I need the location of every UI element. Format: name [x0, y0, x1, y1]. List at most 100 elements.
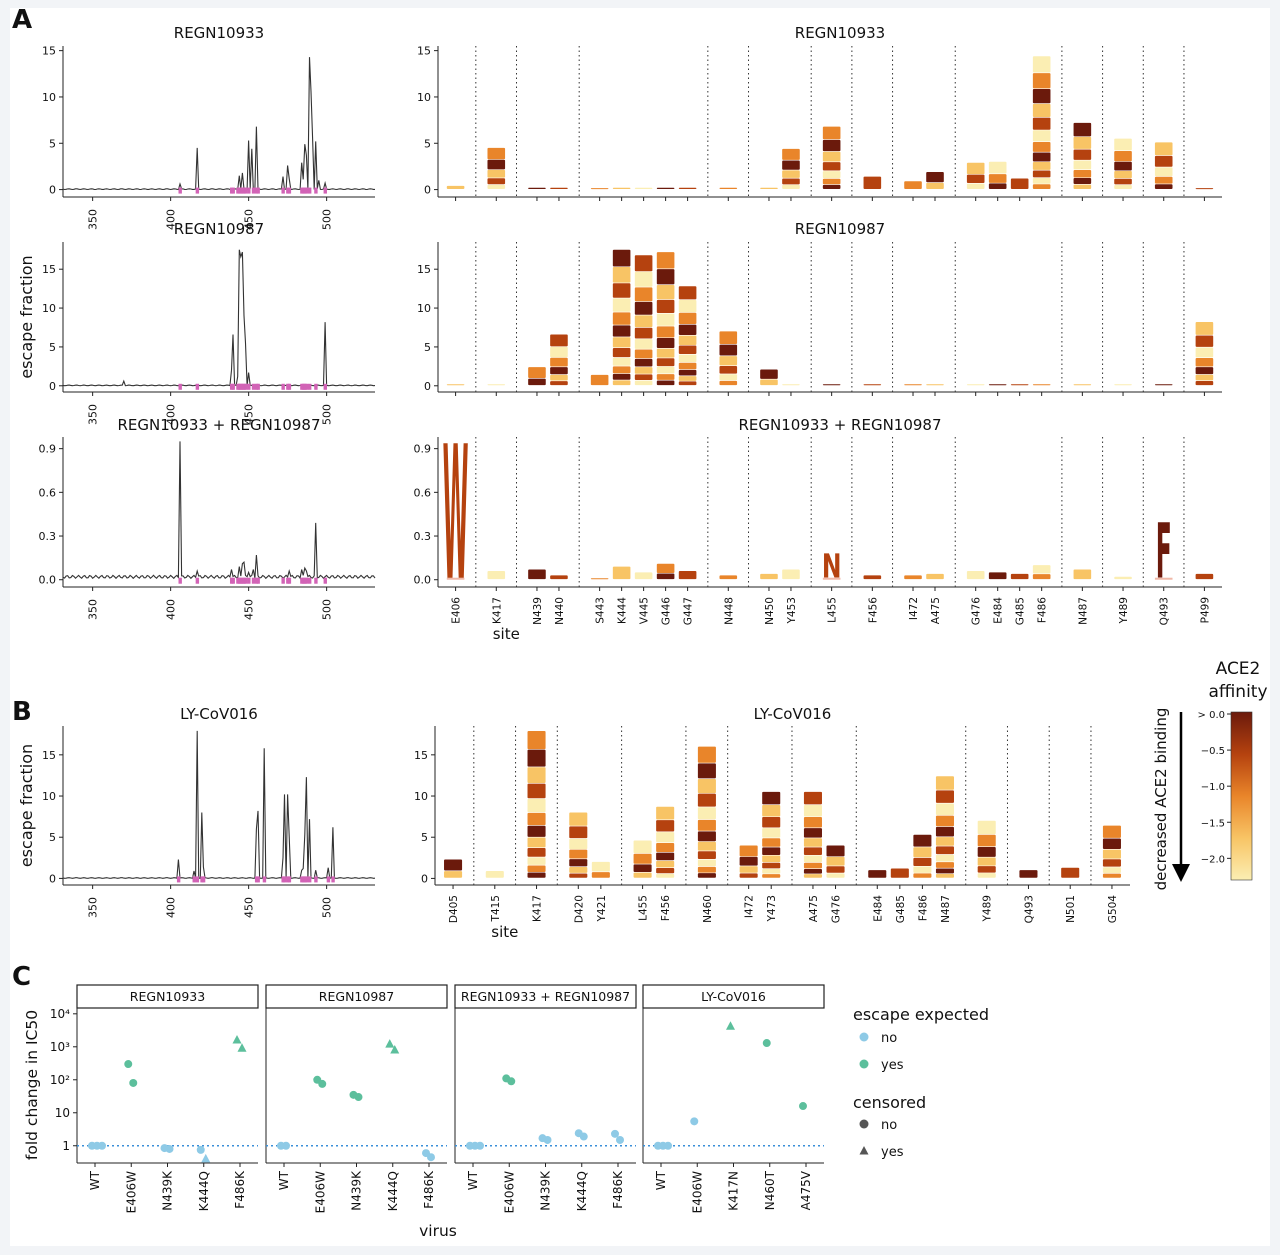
logo-letter: [697, 841, 716, 851]
facet-strip: [642, 984, 825, 1009]
x-tick-label: WT: [88, 1170, 102, 1190]
logo-letter: [656, 806, 675, 820]
logo-letter: [762, 847, 781, 855]
y-tick-label: 10: [42, 302, 56, 315]
logo-letter: [913, 834, 932, 847]
logo-letter: [1195, 573, 1214, 580]
logo-letter-stack: [634, 255, 653, 386]
logo-letter: [656, 326, 675, 338]
site-marker: [178, 187, 182, 194]
x-tick-label: G476: [971, 597, 983, 625]
logo-letter-stack: [782, 384, 800, 386]
data-point-triangle: [390, 1044, 400, 1054]
logo-letter: [697, 793, 716, 807]
plot-title: REGN10933 + REGN10987: [738, 416, 941, 434]
logo-letter: [487, 169, 506, 178]
logo-letter: [935, 854, 954, 862]
logo-letter-stack: [822, 126, 841, 189]
x-tick-label: F456: [867, 597, 879, 623]
logo-letter: [634, 315, 653, 328]
data-point: [543, 1135, 552, 1144]
logo-plots: REGN10933051015REGN10987051015REGN10933 …: [414, 24, 1222, 941]
logo-letter-stack: [612, 566, 631, 580]
facet-title: REGN10987: [319, 989, 394, 1004]
x-tick-label: G504: [1107, 895, 1119, 923]
y-tick-label: 5: [49, 341, 56, 354]
logo-letter: [656, 832, 675, 843]
logo-letter: [1102, 867, 1121, 874]
x-tick-label: 400: [165, 404, 178, 425]
site-marker: [287, 383, 292, 390]
logo-letter: [977, 846, 996, 857]
logo-letter: [612, 348, 631, 358]
colorbar-subtitle: affinity: [1208, 682, 1267, 702]
logo-letter: [678, 335, 697, 345]
logo-letter: [569, 859, 588, 867]
y-axis-label: escape fraction: [17, 744, 36, 867]
logo-letter: [988, 572, 1007, 580]
data-point-triangle: [726, 1021, 735, 1030]
logo-letter: [966, 384, 985, 386]
site-marker: [281, 577, 285, 584]
x-tick-label: K417: [491, 597, 503, 624]
y-tick-label: 5: [49, 137, 56, 150]
x-tick-label: E406W: [313, 1171, 327, 1213]
legend-swatch: [859, 1032, 869, 1042]
logo-letter-stack: [719, 575, 738, 580]
logo-letter: [656, 842, 675, 852]
site-marker: [323, 187, 327, 194]
logo-letter: [591, 872, 610, 878]
x-tick-label: V445: [639, 597, 651, 624]
logo-letter-stack: [782, 569, 800, 580]
logo-letter: [656, 852, 675, 861]
logo-letter: [612, 187, 631, 189]
logo-letter: [803, 838, 822, 847]
x-tick-label: E484: [993, 597, 1005, 624]
logo-letter: [822, 178, 841, 185]
logo-letter-stack: [634, 187, 653, 189]
x-tick-label: P499: [1199, 597, 1211, 623]
logo-letter: [678, 369, 697, 376]
x-tick-label: A475: [930, 597, 942, 624]
logo-letter-stack: [446, 384, 465, 386]
logo-letter: [697, 866, 716, 873]
logo-letter: [1102, 849, 1121, 859]
logo-letter: [697, 746, 716, 763]
logo-letter: [1032, 152, 1051, 162]
logo-letter-stack: [590, 374, 609, 386]
site-marker: [195, 187, 200, 194]
x-tick-label: D405: [448, 895, 460, 923]
site-marker: [307, 383, 312, 390]
x-tick-label: 450: [243, 897, 256, 918]
x-tick-label: N487: [940, 895, 952, 923]
logo-letter: [612, 366, 631, 374]
site-marker: [304, 876, 309, 883]
site-marker: [178, 577, 182, 584]
plot-title: LY-CoV016: [754, 705, 832, 723]
logo-letter: [822, 139, 841, 152]
logo-letter: [678, 570, 697, 580]
logo-letter: [1195, 322, 1214, 335]
site-marker: [178, 383, 182, 390]
y-tick-label: 0.9: [39, 443, 57, 456]
logo-letter: [550, 357, 568, 367]
logo-letter: [527, 825, 546, 837]
logo-letter: [904, 181, 922, 189]
logo-letter: [913, 866, 932, 873]
logo-letter: [569, 826, 588, 839]
logo-letter-stack: [863, 384, 882, 386]
logo-letter: [633, 864, 652, 873]
logo-letter-stack: [1195, 322, 1214, 386]
logo-letter: [634, 301, 653, 315]
logo-letter-stack: [633, 840, 652, 878]
logo-letter: [1195, 380, 1214, 386]
site-marker: [283, 876, 287, 883]
logo-letter: [1032, 103, 1051, 117]
logo-letter: [527, 767, 546, 784]
logo-letter: [935, 790, 954, 803]
x-axis-label: site: [493, 625, 520, 643]
logo-letter: [803, 817, 822, 828]
site-marker: [231, 383, 235, 390]
logo-letter: [760, 379, 778, 386]
logo-letter-stack: [656, 252, 675, 386]
